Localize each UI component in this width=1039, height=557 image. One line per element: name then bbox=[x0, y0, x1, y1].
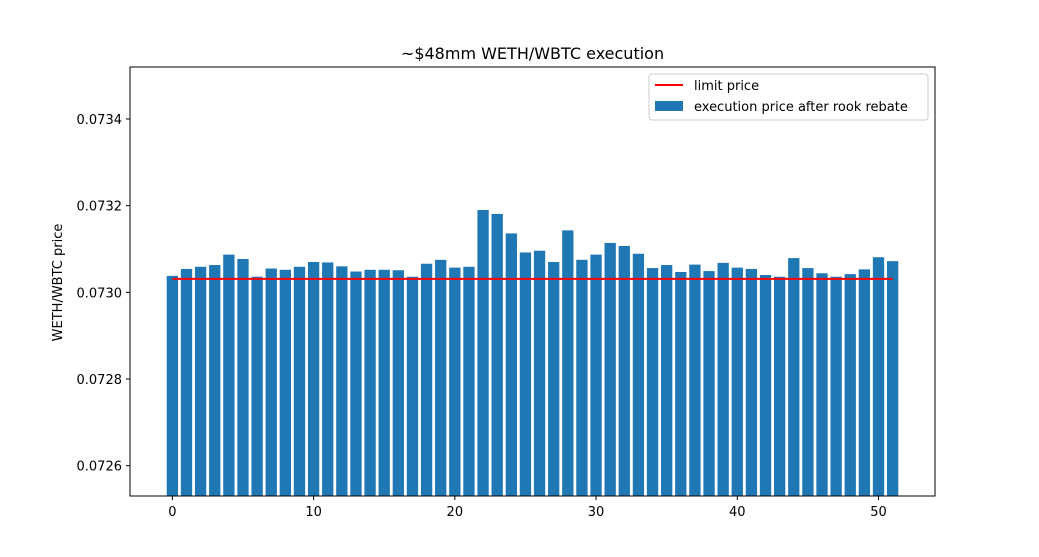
y-tick-label: 0.0732 bbox=[77, 200, 123, 215]
bar-36 bbox=[675, 271, 687, 496]
bar-30 bbox=[590, 254, 602, 496]
bar-2 bbox=[194, 266, 207, 496]
bar-15 bbox=[378, 269, 390, 496]
bar-44 bbox=[788, 258, 800, 496]
bar-28 bbox=[562, 230, 574, 496]
legend-bar-swatch bbox=[655, 101, 683, 111]
bar-26 bbox=[533, 250, 546, 496]
y-tick-label: 0.0726 bbox=[77, 460, 123, 475]
bar-4 bbox=[223, 254, 235, 496]
bar-48 bbox=[844, 274, 856, 496]
x-tick-label: 0 bbox=[168, 505, 176, 520]
bar-13 bbox=[350, 271, 362, 496]
legend-label-limit-price: limit price bbox=[694, 79, 759, 94]
bar-25 bbox=[519, 252, 532, 496]
bar-46 bbox=[816, 273, 828, 496]
bar-49 bbox=[858, 269, 871, 496]
bar-47 bbox=[830, 276, 842, 496]
bar-23 bbox=[491, 213, 503, 496]
bar-14 bbox=[364, 269, 376, 496]
bar-41 bbox=[745, 268, 758, 496]
y-tick-label: 0.0734 bbox=[77, 113, 123, 128]
bar-51 bbox=[886, 261, 899, 496]
bar-11 bbox=[322, 262, 334, 496]
y-axis-label: WETH/WBTC price bbox=[51, 224, 66, 342]
bar-37 bbox=[689, 264, 701, 496]
bar-38 bbox=[703, 271, 715, 496]
bar-3 bbox=[209, 265, 221, 496]
x-tick-label: 10 bbox=[305, 505, 322, 520]
chart-title: ~$48mm WETH/WBTC execution bbox=[401, 44, 664, 63]
bar-35 bbox=[661, 265, 673, 496]
legend-label-execution-price: execution price after rook rebate bbox=[694, 100, 908, 115]
x-tick-label: 40 bbox=[729, 505, 746, 520]
bar-20 bbox=[449, 267, 461, 496]
bar-12 bbox=[336, 266, 348, 496]
bar-24 bbox=[505, 233, 517, 496]
bar-45 bbox=[802, 268, 814, 496]
bar-18 bbox=[420, 263, 433, 496]
bar-series bbox=[166, 210, 899, 496]
bar-33 bbox=[632, 253, 645, 496]
bar-19 bbox=[435, 259, 447, 496]
legend: limit price execution price after rook r… bbox=[648, 73, 929, 121]
x-tick-label: 20 bbox=[447, 505, 464, 520]
bar-7 bbox=[265, 268, 277, 496]
x-tick-label: 50 bbox=[870, 505, 887, 520]
bar-34 bbox=[646, 268, 659, 496]
x-tick-label: 30 bbox=[588, 505, 605, 520]
bar-1 bbox=[180, 268, 193, 496]
bar-21 bbox=[463, 266, 475, 496]
y-tick-label: 0.0728 bbox=[77, 373, 123, 388]
bar-29 bbox=[576, 259, 588, 496]
y-axis: 0.0726 0.0728 0.0730 0.0732 0.0734 bbox=[77, 113, 130, 475]
bar-5 bbox=[237, 258, 249, 496]
bar-8 bbox=[279, 269, 291, 496]
bar-22 bbox=[477, 210, 489, 496]
bar-6 bbox=[251, 276, 263, 496]
bar-42 bbox=[759, 275, 772, 496]
bar-27 bbox=[548, 262, 560, 496]
plot-area-frame bbox=[129, 66, 936, 497]
y-tick-label: 0.0730 bbox=[77, 286, 123, 301]
bar-50 bbox=[872, 257, 885, 496]
bar-17 bbox=[406, 276, 419, 496]
bar-10 bbox=[307, 262, 320, 496]
bar-32 bbox=[618, 245, 630, 496]
bar-16 bbox=[392, 270, 404, 496]
bar-0 bbox=[166, 275, 179, 496]
bar-39 bbox=[717, 262, 729, 496]
legend-box bbox=[648, 73, 929, 121]
x-axis: 0 10 20 30 40 50 bbox=[168, 496, 887, 520]
bar-31 bbox=[604, 242, 616, 496]
bar-43 bbox=[774, 276, 786, 496]
bar-40 bbox=[731, 267, 743, 496]
bar-9 bbox=[293, 266, 306, 496]
